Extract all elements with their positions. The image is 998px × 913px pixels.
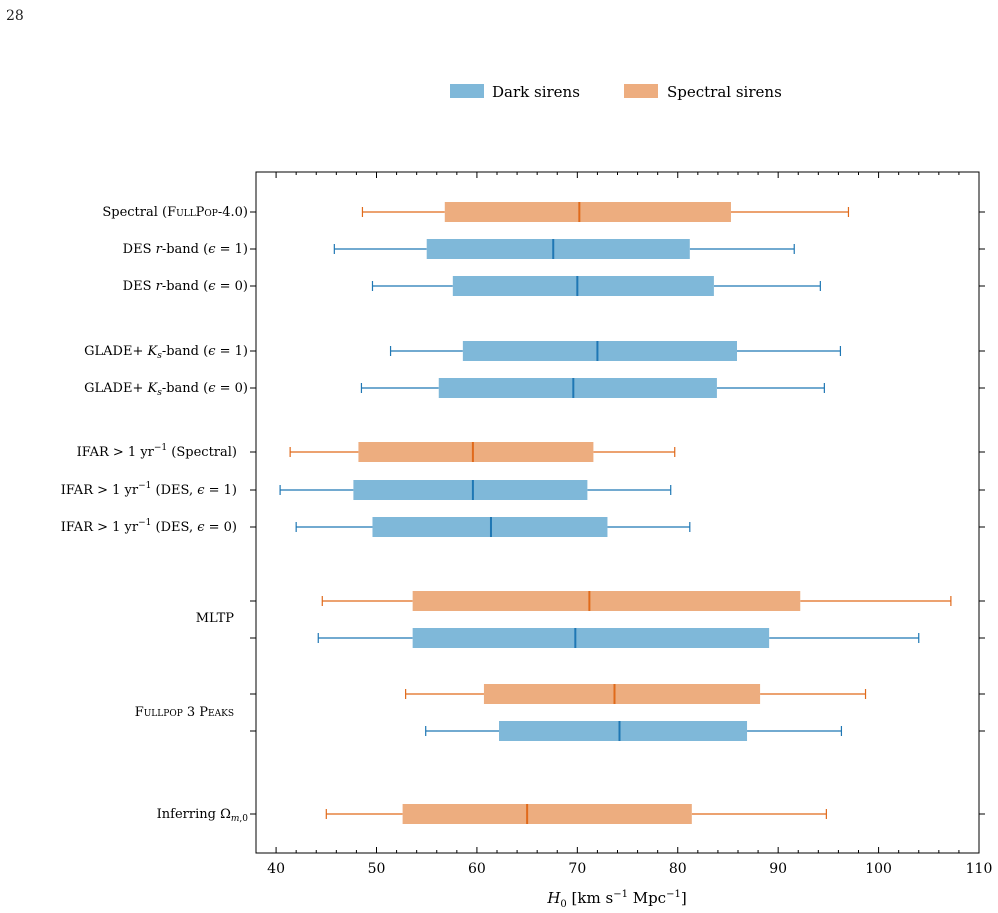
x-tick-label: 100 — [865, 861, 892, 877]
y-label-des-r-eps1: DES r-band (ϵ = 1) — [123, 242, 248, 257]
x-tick-label: 80 — [669, 861, 687, 877]
page-number: 28 — [6, 8, 24, 24]
x-tick-label: 110 — [966, 861, 993, 877]
x-axis: 40 50 60 70 80 90 100 110 — [250, 172, 992, 877]
x-tick-label: 90 — [769, 861, 787, 877]
legend-label-spectral-sirens: Spectral sirens — [667, 83, 782, 101]
y-label-glade-eps1: GLADE+ Ks-band (ϵ = 1) — [84, 344, 248, 361]
iqr-box — [412, 591, 801, 611]
y-axis-labels: Spectral (FullPop-4.0) DES r-band (ϵ = 1… — [61, 205, 248, 824]
y-label-fullpop-3-peaks: Fullpop 3 Peaks — [135, 705, 234, 720]
x-tick-label: 40 — [267, 861, 285, 877]
iqr-box — [444, 202, 731, 222]
legend-swatch-spectral-sirens — [624, 84, 658, 98]
iqr-box — [483, 684, 761, 704]
y-label-spectral-fullpop: Spectral (FullPop-4.0) — [102, 205, 248, 220]
plot-frame — [255, 171, 980, 854]
y-label-ifar-spectral: IFAR > 1 yr−1 (Spectral) — [77, 443, 237, 460]
iqr-box — [462, 341, 737, 361]
iqr-box — [438, 378, 717, 398]
iqr-box — [499, 721, 748, 741]
iqr-box — [452, 276, 714, 296]
y-label-inferring-omega: Inferring Ωm,0 — [157, 807, 249, 824]
x-tick-label: 60 — [468, 861, 486, 877]
iqr-box — [426, 239, 690, 259]
y-label-mltp: MLTP — [196, 611, 235, 626]
x-tick-label: 70 — [568, 861, 586, 877]
legend-swatch-dark-sirens — [450, 84, 484, 98]
iqr-box — [358, 442, 594, 462]
legend: Dark sirens Spectral sirens — [450, 83, 782, 101]
boxes — [279, 202, 952, 824]
y-label-ifar-des-eps0: IFAR > 1 yr−1 (DES, ϵ = 0) — [61, 518, 237, 535]
x-axis-label: H0 [km s−1 Mpc−1] — [546, 889, 686, 910]
y-label-ifar-des-eps1: IFAR > 1 yr−1 (DES, ϵ = 1) — [61, 481, 237, 498]
iqr-box — [353, 480, 588, 500]
iqr-box — [402, 804, 692, 824]
iqr-box — [412, 628, 770, 648]
legend-label-dark-sirens: Dark sirens — [492, 83, 580, 101]
iqr-box — [372, 517, 608, 537]
y-label-des-r-eps0: DES r-band (ϵ = 0) — [123, 279, 248, 294]
y-label-glade-eps0: GLADE+ Ks-band (ϵ = 0) — [84, 381, 248, 398]
x-tick-label: 50 — [368, 861, 386, 877]
